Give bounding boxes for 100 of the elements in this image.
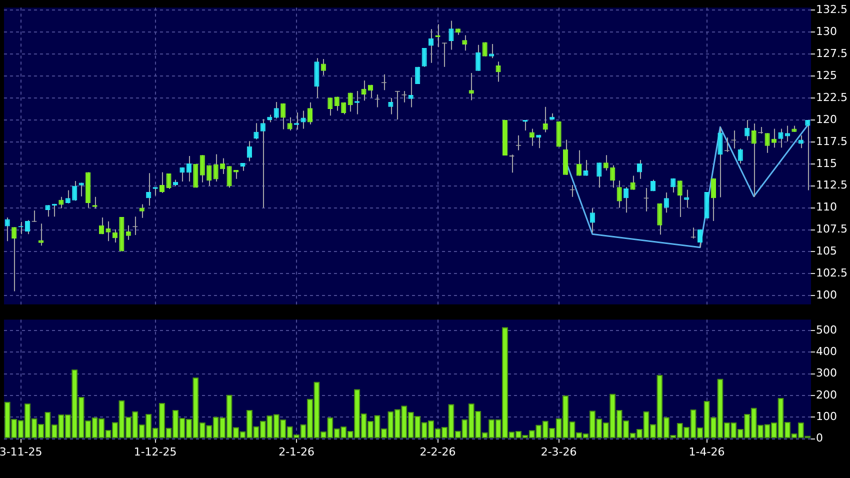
candlestick bbox=[320, 58, 326, 76]
y-tick-label: 125 bbox=[816, 68, 837, 82]
candlestick bbox=[657, 202, 662, 236]
candlestick bbox=[180, 166, 185, 182]
candlestick bbox=[300, 110, 306, 130]
candlestick bbox=[576, 150, 582, 176]
y-tick-label: 105 bbox=[816, 244, 837, 258]
candlestick bbox=[200, 154, 205, 183]
y-tick-label: 102.5 bbox=[816, 266, 848, 280]
candlestick bbox=[738, 148, 743, 164]
y-tick-label: 100 bbox=[816, 410, 837, 423]
y-tick-label: 115 bbox=[816, 156, 837, 170]
candlestick bbox=[630, 175, 636, 190]
candlestick bbox=[462, 34, 468, 52]
candlestick bbox=[751, 123, 756, 198]
y-tick-label: 107.5 bbox=[816, 222, 848, 236]
y-tick-label: 130 bbox=[816, 25, 837, 38]
candlestick bbox=[489, 44, 494, 59]
candlestick bbox=[408, 76, 414, 108]
candlestick bbox=[25, 220, 30, 235]
candlestick bbox=[670, 178, 676, 193]
y-tick-label: 500 bbox=[816, 323, 837, 336]
candlestick bbox=[146, 172, 152, 206]
candlestick bbox=[254, 122, 259, 140]
candlestick bbox=[260, 118, 266, 208]
candlestick bbox=[542, 106, 548, 133]
candlestick bbox=[590, 208, 595, 233]
x-tick-label: 3-11-25 bbox=[0, 445, 42, 458]
candlestick bbox=[448, 20, 454, 50]
candlestick bbox=[166, 173, 172, 190]
candlestick bbox=[206, 164, 212, 186]
candlestick bbox=[771, 128, 777, 148]
candlestick bbox=[610, 164, 616, 188]
y-tick-label: 200 bbox=[816, 388, 837, 402]
candlestick bbox=[220, 158, 226, 174]
candlestick bbox=[422, 47, 427, 68]
candlestick bbox=[596, 162, 602, 188]
candlestick bbox=[368, 84, 374, 98]
candlestick bbox=[4, 216, 10, 242]
candlestick bbox=[334, 96, 340, 112]
y-tick-label: 110 bbox=[816, 200, 837, 214]
candlestick bbox=[744, 120, 750, 141]
x-tick-label: 1-12-25 bbox=[134, 445, 177, 458]
candlestick bbox=[616, 180, 622, 208]
candlestick bbox=[72, 180, 78, 202]
candlestick bbox=[583, 159, 588, 176]
candlestick bbox=[428, 28, 434, 64]
candlestick bbox=[65, 190, 70, 204]
y-tick-label: 112.5 bbox=[816, 178, 848, 192]
candlestick bbox=[139, 204, 144, 218]
candlestick bbox=[698, 228, 703, 248]
candlestick bbox=[509, 154, 514, 174]
y-tick-label: 400 bbox=[816, 344, 837, 358]
candlestick bbox=[112, 228, 118, 243]
candlestick bbox=[415, 66, 420, 84]
y-tick-label: 120 bbox=[816, 112, 837, 126]
candlestick bbox=[213, 154, 218, 182]
candlestick bbox=[106, 220, 111, 242]
candlestick bbox=[186, 156, 192, 182]
candlestick bbox=[287, 116, 292, 132]
candlestick bbox=[710, 178, 716, 222]
y-tick-label: 132.5 bbox=[816, 3, 848, 16]
x-tick-label: 2-1-26 bbox=[278, 445, 315, 458]
candlestick bbox=[603, 154, 608, 171]
candlestick bbox=[98, 216, 104, 235]
candlestick bbox=[348, 92, 353, 112]
candlestick bbox=[361, 80, 366, 102]
candlestick bbox=[226, 166, 232, 188]
candlestick bbox=[664, 192, 669, 214]
candlestick bbox=[784, 125, 790, 142]
candlestick bbox=[160, 172, 165, 194]
candlestick bbox=[496, 61, 501, 82]
candlestick bbox=[328, 97, 333, 116]
candlestick bbox=[677, 180, 682, 218]
candlestick bbox=[476, 44, 481, 72]
candlestick bbox=[388, 98, 394, 115]
y-tick-label: 100 bbox=[816, 288, 837, 302]
candlestick bbox=[468, 72, 474, 101]
x-tick-label: 2-3-26 bbox=[540, 445, 577, 458]
candlestick bbox=[805, 120, 810, 191]
candlestick bbox=[126, 224, 131, 240]
y-tick-label: 122.5 bbox=[816, 90, 848, 104]
x-tick-label: 2-2-26 bbox=[420, 445, 456, 458]
candlestick bbox=[307, 102, 313, 125]
candlestick bbox=[718, 126, 723, 198]
candlestick bbox=[12, 226, 17, 292]
candlestick bbox=[636, 159, 642, 180]
y-tick-label: 0 bbox=[816, 432, 823, 445]
y-tick-label: 300 bbox=[816, 366, 837, 380]
candlestick bbox=[529, 128, 534, 146]
candlestick bbox=[274, 101, 279, 120]
candlestick bbox=[246, 140, 252, 162]
candlestick bbox=[778, 128, 784, 148]
y-tick-label: 127.5 bbox=[816, 47, 848, 60]
candlestick bbox=[280, 102, 286, 130]
candlestick bbox=[314, 58, 320, 99]
y-tick-label: 117.5 bbox=[816, 134, 848, 148]
candlestick bbox=[563, 139, 568, 176]
candlestick bbox=[764, 132, 770, 154]
candlestick bbox=[624, 186, 629, 214]
